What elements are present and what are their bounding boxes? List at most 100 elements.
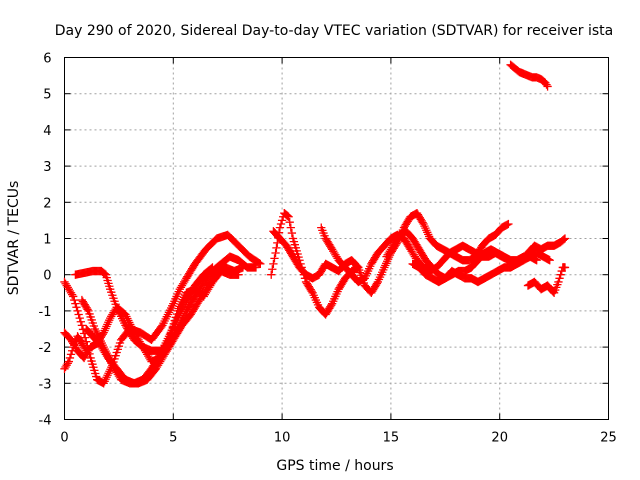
data-point xyxy=(268,265,277,274)
data-point xyxy=(251,263,261,272)
y-tick-label: 5 xyxy=(43,88,51,103)
y-tick-label: -3 xyxy=(39,377,52,392)
data-point xyxy=(276,219,286,229)
tick-layer: 0 5 10 15 20 25 -4 -3 -2 -1 0 1 2 3 4 5 6 xyxy=(39,52,617,446)
x-tick-label: 25 xyxy=(600,431,617,446)
data-point xyxy=(288,234,298,243)
data-point xyxy=(292,246,301,256)
data-point xyxy=(287,228,297,238)
data-point xyxy=(81,333,90,342)
x-tick-label: 0 xyxy=(60,431,68,446)
y-tick-label: -1 xyxy=(39,305,52,320)
data-point xyxy=(114,342,124,351)
chart-title: Day 290 of 2020, Sidereal Day-to-day VTE… xyxy=(55,23,613,39)
data-point xyxy=(74,310,83,319)
data-point xyxy=(169,319,178,328)
data-point xyxy=(255,258,264,268)
data-point xyxy=(560,234,570,243)
data-layer xyxy=(60,60,570,388)
data-point xyxy=(86,353,95,363)
data-point xyxy=(554,277,563,287)
data-point xyxy=(293,249,302,259)
data-point xyxy=(165,332,175,341)
data-point xyxy=(273,238,282,247)
data-point xyxy=(286,223,295,232)
data-point xyxy=(256,259,265,268)
data-point xyxy=(65,353,75,363)
data-point xyxy=(82,346,91,355)
data-point xyxy=(66,350,76,359)
data-point xyxy=(73,306,82,316)
data-point xyxy=(270,254,279,263)
data-point xyxy=(559,235,569,244)
data-point xyxy=(111,351,120,360)
data-point xyxy=(171,313,180,322)
data-point xyxy=(89,321,99,331)
data-point xyxy=(164,335,174,345)
data-point xyxy=(277,216,287,225)
data-point xyxy=(70,295,79,305)
data-point xyxy=(168,322,177,332)
data-point xyxy=(170,316,179,325)
data-point xyxy=(88,318,97,328)
data-point xyxy=(284,212,293,221)
data-point xyxy=(275,223,285,232)
data-point xyxy=(289,237,299,246)
data-point xyxy=(67,346,77,355)
data-point xyxy=(87,315,96,325)
data-point xyxy=(504,219,513,229)
data-point xyxy=(107,288,116,297)
y-tick-label: 3 xyxy=(43,160,51,175)
data-point xyxy=(71,299,80,308)
data-point xyxy=(86,312,95,322)
data-point xyxy=(285,218,294,227)
data-point xyxy=(166,329,176,338)
data-point xyxy=(106,285,115,294)
grid-layer xyxy=(64,57,609,420)
y-tick-label: 0 xyxy=(43,269,51,284)
y-tick-label: 6 xyxy=(43,52,51,67)
data-point xyxy=(269,259,278,268)
data-point xyxy=(112,348,121,357)
data-point xyxy=(83,305,92,314)
data-point xyxy=(532,256,541,265)
data-point xyxy=(115,338,125,348)
y-tick-label: 4 xyxy=(43,124,51,139)
data-point xyxy=(560,263,570,272)
series-track-5 xyxy=(60,266,243,366)
data-point xyxy=(76,317,85,326)
data-point xyxy=(267,270,276,279)
data-point xyxy=(91,369,100,378)
data-point xyxy=(290,240,299,249)
y-tick-label: -2 xyxy=(39,341,52,356)
data-point xyxy=(64,357,74,366)
y-tick-label: 1 xyxy=(43,233,51,248)
series-track-11 xyxy=(408,248,554,287)
data-point xyxy=(238,263,248,272)
x-tick-label: 10 xyxy=(274,431,291,446)
data-point xyxy=(69,292,78,301)
data-point xyxy=(77,321,87,330)
data-point xyxy=(556,270,565,279)
series-track-6 xyxy=(60,332,91,373)
data-point xyxy=(110,297,119,306)
y-tick-label: -4 xyxy=(39,414,52,429)
series-track-12 xyxy=(523,263,570,297)
data-point xyxy=(87,356,96,366)
y-axis-label: SDTVAR / TECUs xyxy=(6,181,22,296)
data-point xyxy=(271,248,280,258)
data-point xyxy=(72,303,81,312)
x-tick-label: 20 xyxy=(491,431,508,446)
data-point xyxy=(109,294,118,303)
data-point xyxy=(172,309,181,319)
data-point xyxy=(75,313,84,323)
data-point xyxy=(555,274,564,283)
data-point xyxy=(543,82,552,91)
series-track-1 xyxy=(60,230,265,388)
data-point xyxy=(90,366,99,375)
data-point xyxy=(234,270,243,279)
data-point xyxy=(283,211,292,221)
data-point xyxy=(545,256,554,265)
data-point xyxy=(207,264,216,273)
